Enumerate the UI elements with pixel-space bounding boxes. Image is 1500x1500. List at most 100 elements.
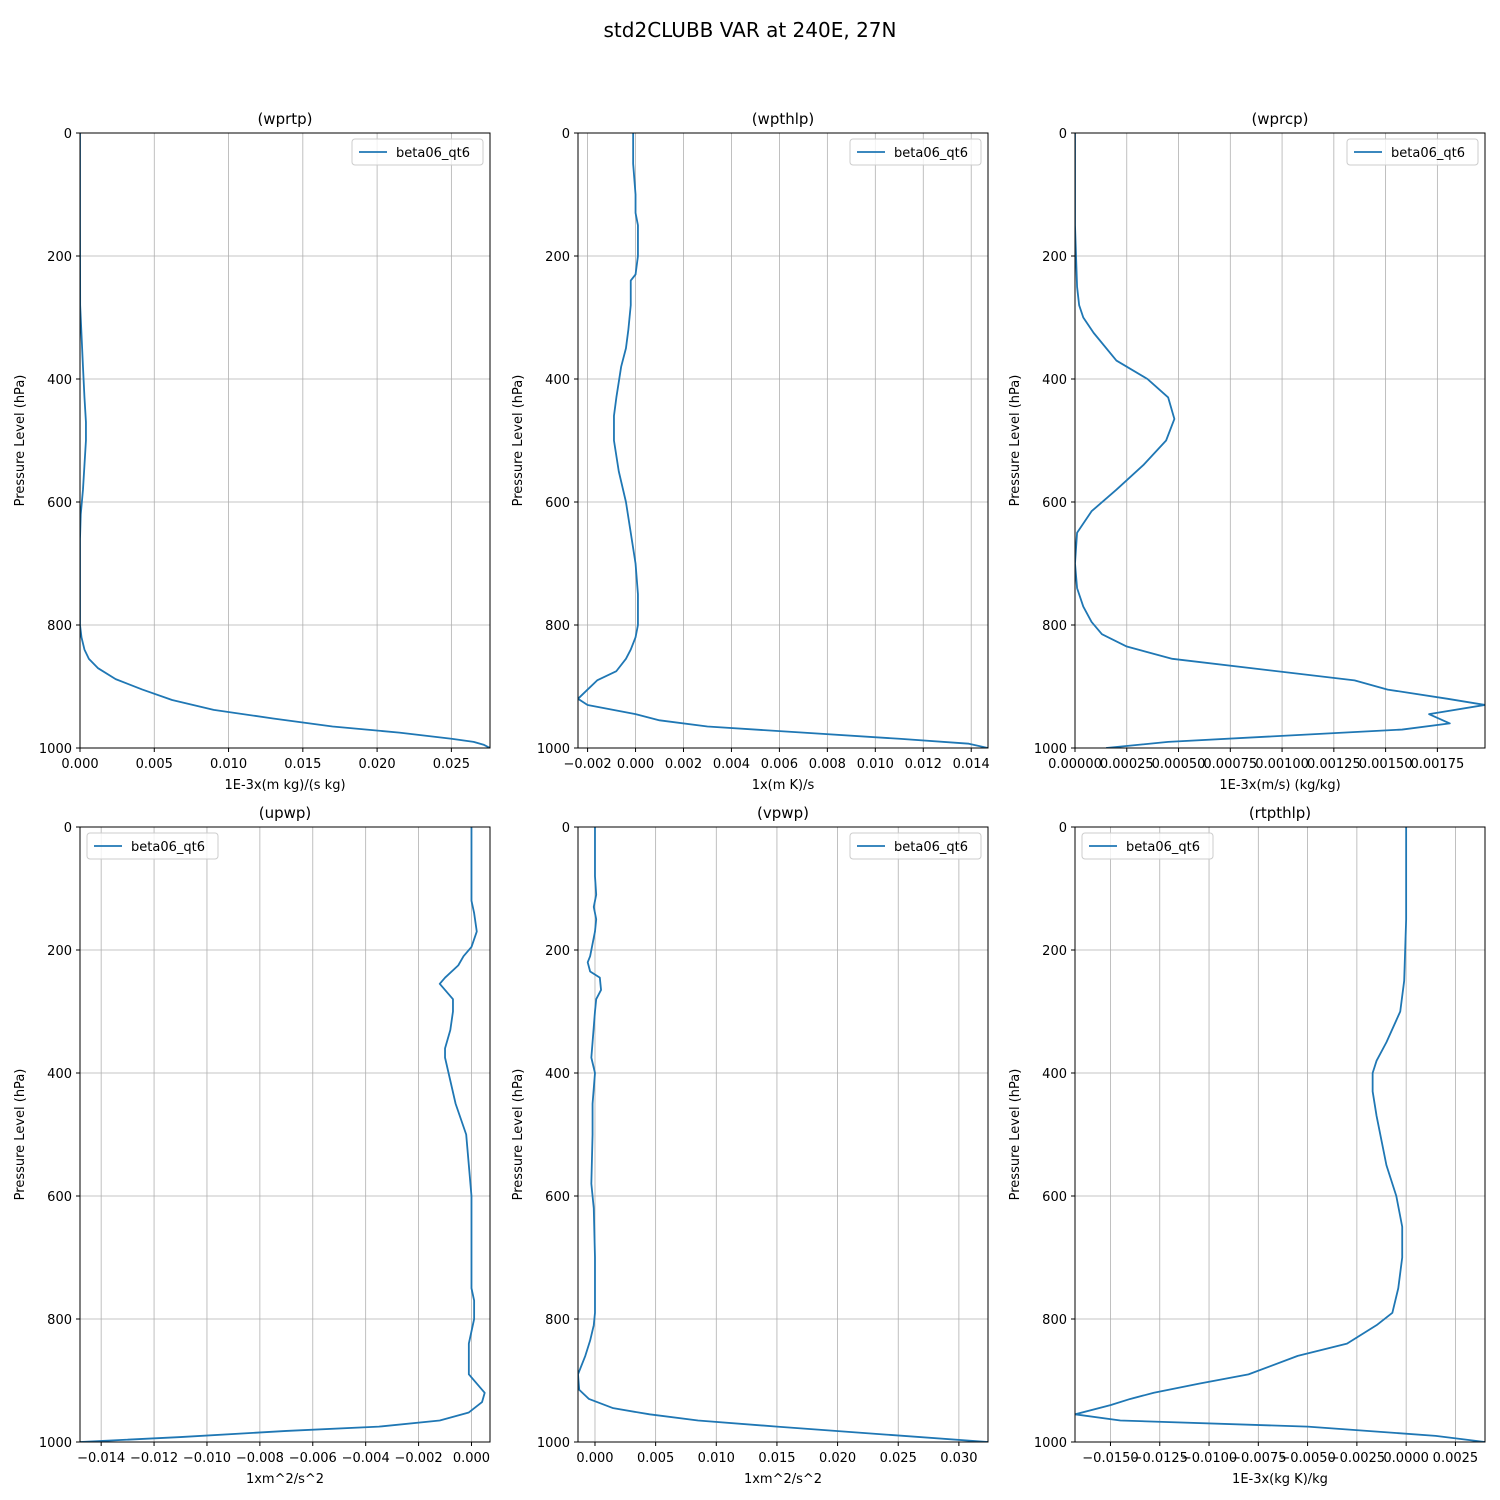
panels: 0.000 0.005 0.010 0.015 0.020 0.025 0 200 400 600… (13, 110, 1486, 1487)
x-tick-label: 0.00025 (1100, 757, 1154, 772)
legend-label: beta06_qt6 (396, 146, 470, 161)
x-tick-label: 0.0025 (1433, 1451, 1479, 1466)
chart-panel-2: −0.002 0.000 0.002 0.004 0.006 0.008 0.010 0.01… (511, 110, 990, 793)
x-tick-label: 0.012 (905, 757, 942, 772)
legend-box (86, 832, 219, 860)
grid-lines (79, 132, 490, 749)
y-tick-label: 600 (1042, 1190, 1067, 1205)
y-axis-label: Pressure Level (hPa) (1008, 375, 1023, 507)
x-axis-label: 1x(m K)/s (752, 778, 815, 793)
x-tick-label: 0.020 (819, 1451, 856, 1466)
chart-panel-4: −0.014 −0.012 −0.010 −0.008 −0.006 −0.004 −0.0… (13, 804, 491, 1487)
x-tick-label: 0.015 (758, 1451, 795, 1466)
y-tick-label: 600 (1042, 496, 1067, 511)
x-tick-label: 0.025 (433, 757, 470, 772)
y-tick-label: 0 (562, 821, 570, 836)
y-tick-label: 0 (64, 127, 72, 142)
y-tick-label: 600 (545, 496, 570, 511)
figure-title: std2CLUBB VAR at 240E, 27N (604, 18, 897, 42)
legend-box (351, 138, 484, 166)
y-tick-label: 1000 (39, 742, 72, 757)
y-axis-label: Pressure Level (hPa) (511, 1069, 526, 1201)
y-axis-label: Pressure Level (hPa) (13, 1069, 28, 1201)
y-tick-label: 1000 (1034, 742, 1067, 757)
x-tick-label: −0.008 (236, 1451, 284, 1466)
x-tick-label: 0.004 (713, 757, 750, 772)
legend-box (1346, 138, 1479, 166)
series-line-1 (1075, 133, 1485, 748)
y-tick-label: 800 (545, 1313, 570, 1328)
x-tick-label: 0.008 (809, 757, 846, 772)
series-line-1 (80, 827, 486, 1442)
legend-box (849, 832, 982, 860)
x-tick-label: −0.006 (289, 1451, 337, 1466)
x-tick-label: 0.00075 (1203, 757, 1257, 772)
legend: beta06_qt6 (849, 138, 982, 166)
legend-box (1081, 832, 1214, 860)
y-axis-label: Pressure Level (hPa) (13, 375, 28, 507)
x-tick-label: 0.00125 (1307, 757, 1361, 772)
chart-panel-1: 0.000 0.005 0.010 0.015 0.020 0.025 0 200 400 600… (13, 110, 491, 793)
x-tick-label: 0.020 (358, 757, 395, 772)
y-tick-label: 1000 (537, 742, 570, 757)
y-tick-label: 400 (1042, 373, 1067, 388)
x-tick-label: 0.010 (698, 1451, 735, 1466)
x-axis-label: 1xm^2/s^2 (744, 1472, 822, 1487)
x-tick-label: 0.014 (953, 757, 990, 772)
panel-title: (wprcp) (1251, 110, 1308, 128)
y-tick-label: 600 (545, 1190, 570, 1205)
plot-frame (577, 132, 989, 749)
x-tick-label: 0.006 (761, 757, 798, 772)
x-tick-label: 0.000 (453, 1451, 490, 1466)
y-tick-label: 200 (47, 250, 72, 265)
x-tick-label: −0.0100 (1181, 1451, 1237, 1466)
x-tick-label: 0.00150 (1359, 757, 1413, 772)
x-tick-label: 0.00100 (1255, 757, 1309, 772)
legend-box (849, 138, 982, 166)
y-tick-label: 800 (47, 619, 72, 634)
x-tick-label: −0.0125 (1132, 1451, 1188, 1466)
panel-title: (upwp) (259, 804, 312, 822)
x-axis-label: 1E-3x(m/s) (kg/kg) (1219, 778, 1340, 793)
plot-frame (1074, 132, 1486, 749)
y-tick-label: 0 (562, 127, 570, 142)
y-axis-label: Pressure Level (hPa) (1008, 1069, 1023, 1201)
chart-panel-5: 0.000 0.005 0.010 0.015 0.020 0.025 0.030 0 200 4… (511, 804, 989, 1487)
series-line-1 (80, 133, 490, 748)
y-tick-label: 200 (545, 250, 570, 265)
x-tick-label: −0.002 (564, 757, 612, 772)
y-tick-label: 200 (1042, 250, 1067, 265)
y-tick-label: 800 (1042, 619, 1067, 634)
grid-lines (1075, 826, 1485, 1443)
x-tick-label: 0.015 (284, 757, 321, 772)
panel-title: (wpthlp) (752, 110, 815, 128)
y-tick-label: 800 (47, 1313, 72, 1328)
legend-label: beta06_qt6 (894, 146, 968, 161)
x-tick-label: −0.004 (342, 1451, 390, 1466)
x-tick-label: 0.000 (61, 757, 98, 772)
y-tick-label: 200 (47, 944, 72, 959)
x-tick-label: −0.0050 (1279, 1451, 1335, 1466)
y-tick-label: 0 (64, 821, 72, 836)
legend: beta06_qt6 (351, 138, 484, 166)
legend-label: beta06_qt6 (131, 840, 205, 855)
x-tick-label: 0.00050 (1152, 757, 1206, 772)
x-tick-label: −0.010 (183, 1451, 231, 1466)
plot-frame (79, 826, 491, 1443)
x-tick-label: 0.010 (210, 757, 247, 772)
y-tick-label: 400 (545, 1067, 570, 1082)
y-tick-label: 600 (47, 1190, 72, 1205)
x-tick-label: −0.0150 (1082, 1451, 1138, 1466)
y-tick-label: 200 (545, 944, 570, 959)
x-tick-label: 0.010 (857, 757, 894, 772)
legend-label: beta06_qt6 (1126, 840, 1200, 855)
x-tick-label: 0.005 (637, 1451, 674, 1466)
x-tick-label: −0.0075 (1230, 1451, 1286, 1466)
legend: beta06_qt6 (86, 832, 219, 860)
y-tick-label: 600 (47, 496, 72, 511)
x-tick-label: 0.000 (576, 1451, 613, 1466)
y-tick-label: 400 (47, 1067, 72, 1082)
x-tick-label: 0.025 (880, 1451, 917, 1466)
x-tick-label: 0.002 (665, 757, 702, 772)
